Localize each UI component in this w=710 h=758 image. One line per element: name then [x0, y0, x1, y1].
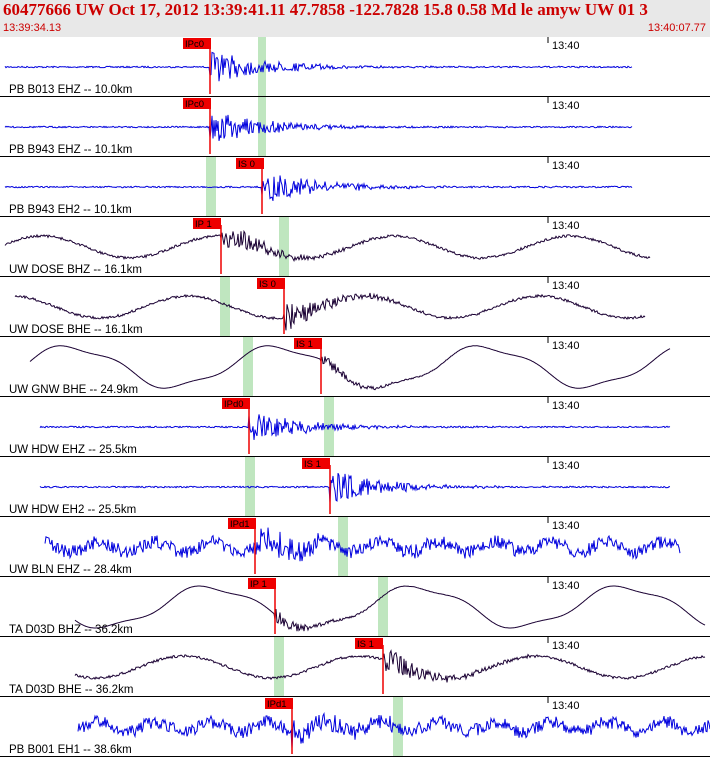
- time-tick-label: 13:40: [552, 220, 580, 232]
- time-tick-label: 13:40: [552, 340, 580, 352]
- pick-label: IS 0: [259, 279, 276, 290]
- pick-label: IS 0: [238, 159, 255, 170]
- station-label: PB B013 EHZ -- 10.0km: [9, 84, 132, 96]
- pick-window: [206, 157, 216, 217]
- station-label: TA D03D BHE -- 36.2km: [9, 684, 133, 696]
- waveform: [29, 345, 671, 391]
- pick-label-box: [248, 578, 276, 589]
- time-tick-label: 13:40: [552, 700, 580, 712]
- waveform: [14, 292, 646, 331]
- trace-row: 13:40 IPd0 UW HDW EHZ -- 25.5km: [0, 397, 710, 457]
- pick-label: IPc0: [185, 39, 204, 50]
- pick-window: [220, 277, 230, 337]
- pick-label: IS 1: [357, 639, 374, 650]
- waveform: [77, 711, 710, 749]
- pick-label-box: [294, 338, 322, 349]
- trace-row: 13:40 IS 1 UW HDW EH2 -- 25.5km: [0, 457, 710, 517]
- waveform: [39, 414, 671, 440]
- station-label: TA D03D BHZ -- 36.2km: [9, 624, 133, 636]
- station-label: UW GNW BHE -- 24.9km: [9, 384, 138, 396]
- pick-label: IS 1: [304, 459, 321, 470]
- waveform: [4, 229, 651, 263]
- time-tick-label: 13:40: [552, 460, 580, 472]
- pick-label: IS 1: [296, 339, 313, 350]
- pick-label-box: [236, 158, 264, 169]
- pick-window: [258, 97, 266, 157]
- pick-label: IP 1: [195, 219, 212, 230]
- station-label: PB B001 EH1 -- 38.6km: [9, 744, 132, 756]
- pick-label: IP 1: [250, 579, 267, 590]
- trace-row: 13:40 IPc0 PB B013 EHZ -- 10.0km: [0, 37, 710, 97]
- pick-label-box: [222, 398, 250, 409]
- event-header: 60477666 UW Oct 17, 2012 13:39:41.11 47.…: [0, 0, 710, 37]
- trace-row: 13:40 IP 1 TA D03D BHZ -- 36.2km: [0, 577, 710, 637]
- seismogram-panel: 13:40 IPc0 PB B013 EHZ -- 10.0km 13:40 IPc0 P…: [0, 37, 710, 757]
- trace-row: 13:40 IS 0 UW DOSE BHE -- 16.1km: [0, 277, 710, 337]
- pick-label-box: [302, 458, 330, 469]
- time-tick-label: 13:40: [552, 400, 580, 412]
- station-label: UW DOSE BHZ -- 16.1km: [9, 264, 142, 276]
- pick-label: IPc0: [185, 99, 204, 110]
- station-label: PB B943 EHZ -- 10.1km: [9, 144, 132, 156]
- pick-window: [279, 217, 289, 277]
- station-label: UW HDW EH2 -- 25.5km: [9, 504, 136, 516]
- pick-label-box: [193, 218, 221, 229]
- time-tick-label: 13:40: [552, 280, 580, 292]
- waveform: [44, 527, 681, 562]
- trace-row: 13:40 IP 1 UW DOSE BHZ -- 16.1km: [0, 217, 710, 277]
- trace-row: 13:40 IS 0 PB B943 EH2 -- 10.1km: [0, 157, 710, 217]
- waveform: [74, 585, 706, 632]
- pick-window: [378, 577, 388, 637]
- time-tick-label: 13:40: [552, 640, 580, 652]
- trace-row: 13:40 IPd1 PB B001 EH1 -- 38.6km: [0, 697, 710, 757]
- station-label: UW BLN EHZ -- 28.4km: [9, 564, 132, 576]
- pick-label-box: [257, 278, 285, 289]
- pick-window: [243, 337, 253, 397]
- station-label: UW DOSE BHE -- 16.1km: [9, 324, 143, 336]
- trace-row: 13:40 IPc0 PB B943 EHZ -- 10.1km: [0, 97, 710, 157]
- waveform: [4, 175, 633, 202]
- station-label: UW HDW EHZ -- 25.5km: [9, 444, 137, 456]
- pick-label: IPd1: [230, 519, 250, 530]
- waveform: [39, 472, 671, 503]
- start-time: 13:39:34.13: [3, 22, 62, 34]
- pick-label: IPd0: [224, 399, 244, 410]
- pick-label: IPd1: [267, 699, 287, 710]
- station-label: PB B943 EH2 -- 10.1km: [9, 204, 132, 216]
- time-tick-label: 13:40: [552, 160, 580, 172]
- pick-label-box: [355, 638, 383, 649]
- waveform: [4, 114, 633, 141]
- time-tick-label: 13:40: [552, 520, 580, 532]
- trace-row: 13:40 IS 1 TA D03D BHE -- 36.2km: [0, 637, 710, 697]
- trace-row: 13:40 IPd1 UW BLN EHZ -- 28.4km: [0, 517, 710, 577]
- pick-window: [338, 517, 348, 577]
- event-title: 60477666 UW Oct 17, 2012 13:39:41.11 47.…: [3, 0, 648, 19]
- end-time: 13:40:07.77: [647, 22, 706, 34]
- time-tick-label: 13:40: [552, 580, 580, 592]
- time-tick-label: 13:40: [552, 100, 580, 112]
- pick-label-box: [228, 518, 256, 529]
- time-tick-label: 13:40: [552, 40, 580, 52]
- pick-label-box: [265, 698, 293, 709]
- waveform: [4, 51, 633, 82]
- pick-window: [274, 637, 284, 697]
- pick-label-box: [183, 38, 211, 49]
- waveform: [74, 649, 706, 683]
- pick-label-box: [183, 98, 211, 109]
- trace-row: 13:40 IS 1 UW GNW BHE -- 24.9km: [0, 337, 710, 397]
